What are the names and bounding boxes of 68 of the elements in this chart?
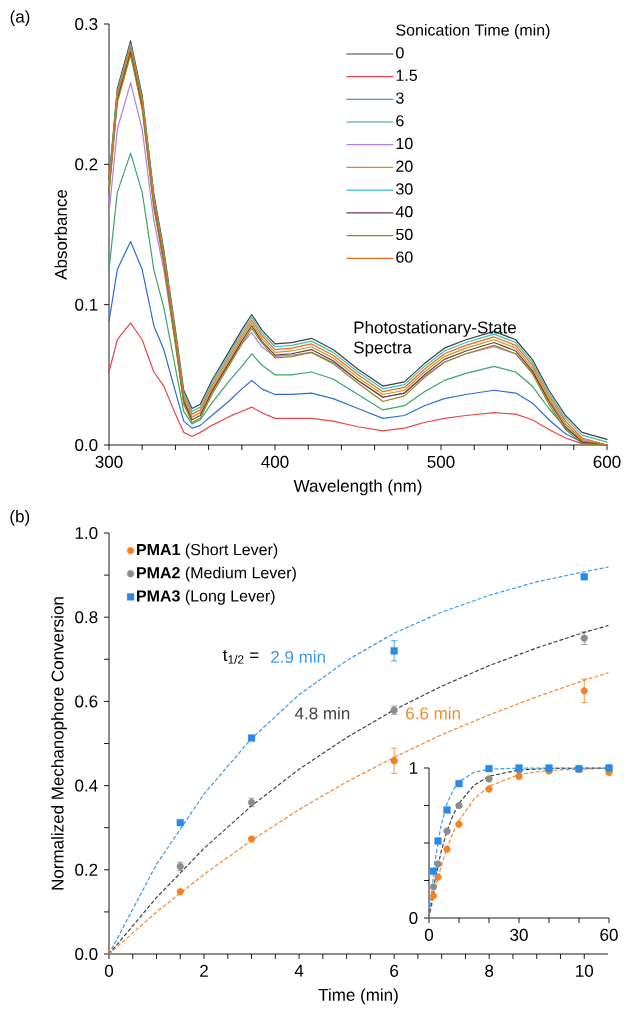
point (434, 873, 442, 881)
annotation: t$_{1/2}$ = (223, 649, 259, 664)
legend-label: 60 (396, 251, 413, 263)
point (485, 765, 493, 773)
legend-label: PMA2 (Medium Lever) (137, 566, 296, 582)
legend-title: Sonication Time (min) (396, 23, 550, 39)
y-axis-title: Normalized Mechanophore Conversion (51, 597, 67, 890)
y-tick-label: 0.2 (75, 863, 98, 876)
point (455, 801, 463, 810)
point (443, 806, 451, 814)
x-tick-label: 10 (576, 964, 594, 977)
series-label: 4.8 min (294, 706, 350, 720)
point (455, 820, 463, 828)
point (515, 772, 523, 780)
point (455, 780, 463, 788)
point (429, 892, 438, 900)
y-axis-title: Absorbance (54, 189, 67, 280)
y-tick-label: 0.2 (75, 158, 98, 171)
x-tick-label: 2 (200, 964, 208, 977)
legend-label: 0 (396, 47, 404, 59)
legend-label: 10 (396, 137, 413, 150)
point (429, 883, 438, 891)
series-label: 6.6 min (406, 706, 460, 720)
legend-label: 30 (396, 183, 413, 195)
y-tick-label: 0.0 (75, 438, 98, 452)
x-tick-label: 600 (593, 455, 621, 468)
y-tick-label: 1.0 (75, 526, 98, 540)
point (429, 867, 438, 875)
x-tick-label: 4 (294, 964, 304, 977)
point (434, 860, 442, 868)
legend-label: 6 (396, 115, 404, 127)
legend-label: 20 (396, 160, 413, 172)
legend-label: 40 (395, 206, 413, 218)
x-tick-label: 0 (104, 964, 114, 977)
x-tick-label: 8 (485, 964, 494, 977)
legend-label: 3 (396, 92, 404, 104)
point (390, 757, 398, 765)
point (485, 775, 493, 783)
x-tick-label: 60 (600, 928, 618, 941)
legend-label: 50 (396, 228, 413, 241)
x-tick-label: 30 (510, 928, 528, 941)
legend-label: PMA3 (Long Lever) (137, 589, 275, 605)
x-tick-label: 300 (95, 455, 123, 468)
text: (a) (10, 10, 30, 26)
series-label: 2.9 min (271, 650, 325, 664)
x-axis-title: Time (min) (318, 988, 398, 1005)
x-tick-label: 400 (261, 455, 289, 468)
point (434, 837, 442, 845)
x-tick-label: 6 (390, 964, 399, 977)
point (390, 647, 398, 655)
annotation: Photostationary-State Spectra (353, 321, 516, 357)
x-tick-label: 0 (424, 928, 434, 941)
y-tick-label: 0.8 (75, 611, 98, 624)
y-tick-label: 0.1 (75, 298, 98, 311)
point (443, 845, 451, 853)
x-tick-label: 500 (427, 455, 455, 468)
x-axis-title: Wavelength (nm) (293, 479, 422, 496)
y-tick-label: 0.0 (75, 947, 98, 961)
legend-label: PMA1 (Short Lever) (137, 543, 278, 559)
y-tick-label: 0.3 (75, 17, 98, 31)
y-tick-label: 0.6 (75, 695, 98, 708)
point (485, 785, 493, 793)
y-tick-label: 1 (409, 762, 418, 774)
legend-label: 1.5 (396, 69, 418, 82)
y-tick-label: 0.4 (75, 779, 98, 792)
point (580, 687, 588, 695)
point (443, 827, 451, 835)
text: (b) (10, 509, 30, 526)
